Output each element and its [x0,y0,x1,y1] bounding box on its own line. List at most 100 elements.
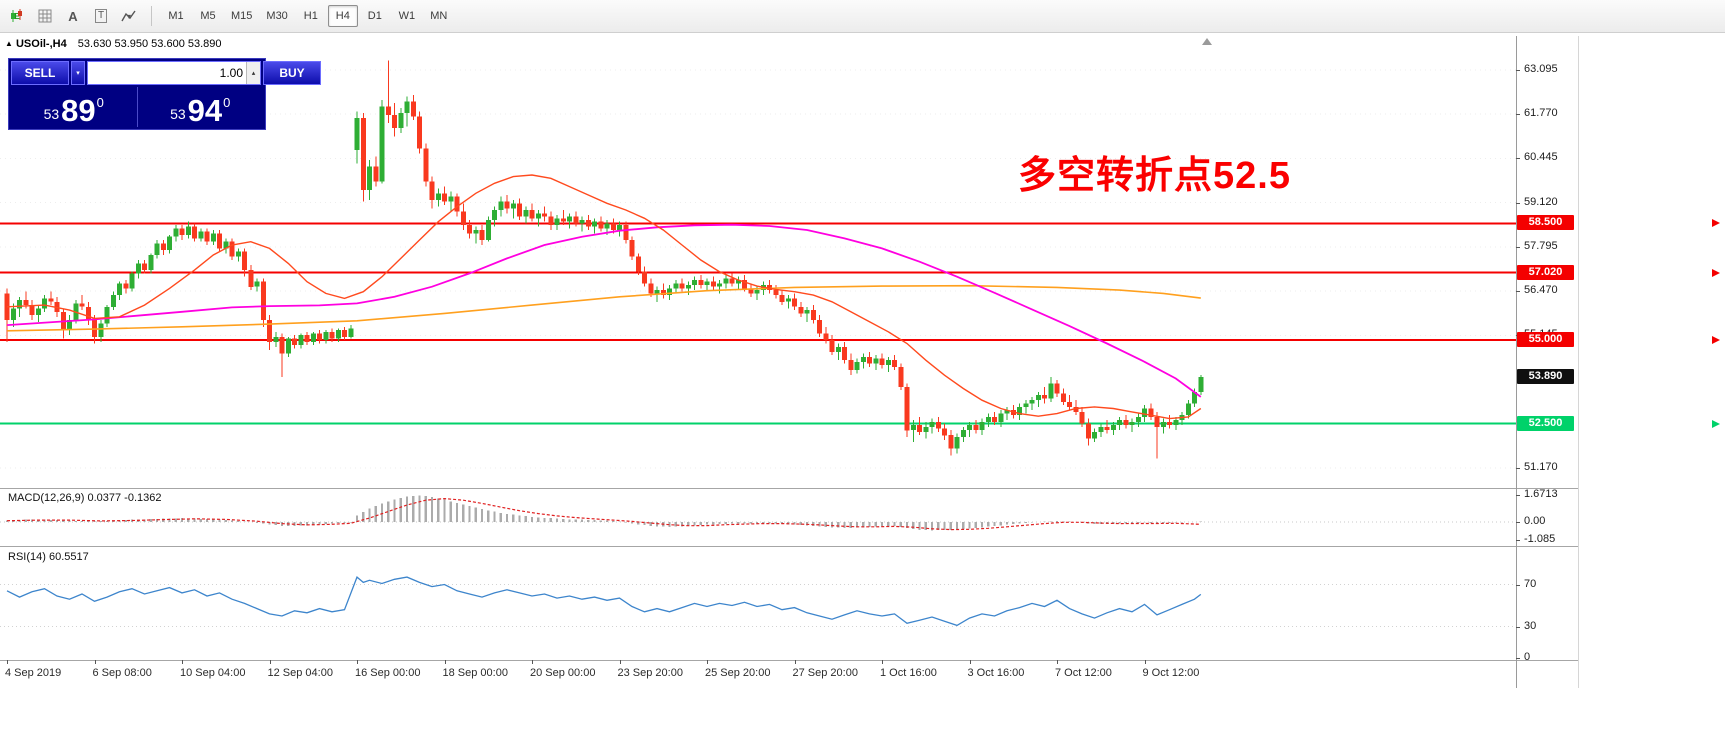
toolbar-separator [151,6,152,26]
bid-price-display[interactable]: 53 89 0 [11,87,137,127]
label-tool-icon: A [68,8,78,24]
macd-axis-label: 1.6713 [1524,488,1558,500]
axis-tick-mark [1516,203,1520,204]
time-tick-mark [1057,660,1058,664]
timeframe-mn[interactable]: MN [424,5,454,27]
time-axis-label: 25 Sep 20:00 [705,667,771,679]
volume-field: ▴ [87,61,261,85]
price-axis-label: 61.770 [1524,107,1558,119]
axis-tick-mark [1516,247,1520,248]
sell-button[interactable]: SELL [11,61,69,85]
axis-tick-mark [1516,70,1520,71]
timeframe-m1[interactable]: M1 [161,5,191,27]
rsi-axis-label: 70 [1524,578,1537,590]
one-click-trading-panel: SELL ▾ ▴ BUY 53 89 0 53 94 0 [8,58,321,130]
time-axis-label: 3 Oct 16:00 [967,667,1025,679]
chevron-down-icon: ▾ [76,70,80,77]
time-axis-label: 20 Sep 00:00 [530,667,596,679]
chart-style-button[interactable]: E [4,4,30,28]
ask-price-display[interactable]: 53 94 0 [138,87,264,127]
axis-tick-mark [1516,114,1520,115]
axis-tick-mark [1516,291,1520,292]
bid-fraction: 0 [96,95,104,110]
chart-shift-marker-icon [1202,38,1212,45]
grid-button[interactable] [32,4,58,28]
timeframe-m15[interactable]: M15 [225,5,258,27]
rsi-axis-label: 0 [1524,651,1531,663]
grid-icon [38,9,52,23]
rsi-indicator-chart[interactable] [0,548,1516,660]
buy-button[interactable]: BUY [263,61,321,85]
price-axis-label: 59.120 [1524,196,1558,208]
timeframe-h1[interactable]: H1 [296,5,326,27]
time-tick-mark [444,660,446,664]
price-axis[interactable]: 63.09561.77060.44559.12057.79556.47055.1… [1516,36,1578,663]
rsi-header: RSI(14) 60.5517 [8,551,89,563]
axis-tick-mark [1516,540,1520,541]
axis-tick-mark [1516,522,1520,523]
hline-edge-arrow-icon [1712,420,1720,428]
draw-tools-button[interactable]: ▾ [116,4,142,28]
time-tick-mark [532,660,533,664]
volume-input[interactable] [88,62,246,84]
ask-integer: 53 [170,106,186,122]
time-axis[interactable]: 4 Sep 2019 6 Sep 08:00 10 Sep 04:00 12 Sep … [0,660,1578,688]
text-tool-button[interactable]: T [88,4,114,28]
timeframe-h4[interactable]: H4 [327,5,358,27]
price-tag: 52.500 [1517,416,1574,431]
timeframe-m5[interactable]: M5 [193,5,223,27]
order-options-button[interactable]: ▾ [71,61,85,85]
timeframe-d1[interactable]: D1 [360,5,390,27]
price-axis-label: 51.170 [1524,461,1558,473]
price-axis-label: 56.470 [1524,284,1558,296]
macd-indicator-chart[interactable] [0,490,1516,546]
macd-axis-label: -1.085 [1524,533,1556,545]
ask-fraction: 0 [223,95,231,110]
time-axis-label: 16 Sep 00:00 [355,667,421,679]
time-axis-label: 7 Oct 12:00 [1055,667,1112,679]
time-axis-label: 27 Sep 20:00 [792,667,858,679]
axis-tick-mark [1516,495,1520,496]
window-right-border [1578,36,1579,688]
hline-edge-arrow-icon [1712,336,1720,344]
time-tick-mark [269,660,271,664]
price-tag: 55.000 [1517,332,1574,347]
draw-tools-icon [121,10,136,21]
broker-badge: E [14,11,20,21]
volume-spinner-up[interactable]: ▴ [246,62,260,84]
time-axis-label: 10 Sep 04:00 [180,667,246,679]
candlestick-chart-icon [10,9,22,22]
axis-tick-mark [1516,627,1520,628]
timeframe-m30[interactable]: M30 [260,5,293,27]
time-axis-label: 9 Oct 12:00 [1142,667,1200,679]
time-tick-mark [94,660,96,664]
timeframe-w1[interactable]: W1 [392,5,422,27]
quote-divider [136,87,138,127]
panel-separator[interactable] [0,546,1578,547]
time-tick-mark [969,660,971,664]
axis-tick-mark [1516,585,1520,586]
main-price-chart[interactable] [0,36,1516,488]
time-axis-label: 18 Sep 00:00 [442,667,508,679]
text-tool-icon: T [94,9,108,23]
hline-edge-arrow-icon [1712,219,1720,227]
time-tick-mark [357,660,358,664]
time-tick-mark [1144,660,1146,664]
price-tag: 58.500 [1517,215,1574,230]
symbol-timeframe-label: USOil-,H4 [15,38,67,50]
ask-pips: 94 [187,93,223,128]
time-axis-label: 1 Oct 16:00 [880,667,937,679]
time-axis-label: 6 Sep 08:00 [92,667,152,679]
time-tick-mark [7,660,8,664]
time-axis-label: 4 Sep 2019 [5,667,62,679]
time-tick-mark [619,660,621,664]
chart-toolbar: E A T ▾ M1 M5 M15 M30 H1 H4 D1 W1 MN [0,0,1725,33]
panel-separator [0,660,1578,661]
time-tick-mark [882,660,883,664]
price-axis-label: 57.795 [1524,240,1558,252]
macd-axis-label: 0.00 [1524,515,1546,527]
bid-integer: 53 [43,106,60,122]
label-tool-button[interactable]: A [60,4,86,28]
panel-separator[interactable] [0,488,1578,489]
